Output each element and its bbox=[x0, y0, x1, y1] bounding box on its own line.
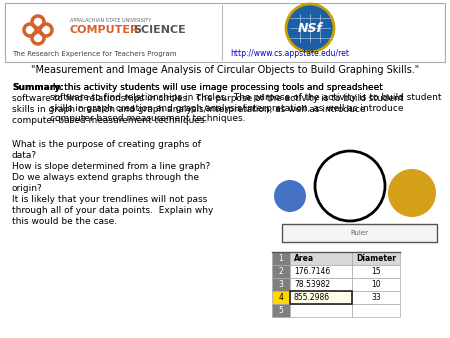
Text: In this activity students will use image processing tools and spreadsheet
softwa: In this activity students will use image… bbox=[50, 83, 441, 123]
Bar bbox=[5, 3, 445, 62]
Text: Ruler: Ruler bbox=[350, 230, 368, 236]
Text: 176.7146: 176.7146 bbox=[294, 267, 330, 276]
Bar bbox=[352, 304, 400, 317]
Circle shape bbox=[274, 180, 306, 212]
Text: Area: Area bbox=[294, 254, 314, 263]
Bar bbox=[290, 304, 352, 317]
Text: skills in graph creation and graph analysis/interpretation, as well as introduce: skills in graph creation and graph analy… bbox=[12, 105, 365, 114]
Text: 855.2986: 855.2986 bbox=[294, 293, 330, 302]
Text: Diameter: Diameter bbox=[356, 254, 396, 263]
Circle shape bbox=[286, 4, 334, 52]
Text: this would be the case.: this would be the case. bbox=[12, 217, 117, 226]
Bar bbox=[352, 252, 400, 265]
Text: NSf: NSf bbox=[297, 22, 323, 34]
Bar bbox=[290, 265, 352, 278]
Text: In this activity students will use image processing tools and spreadsheet: In this activity students will use image… bbox=[50, 83, 383, 92]
Text: 5: 5 bbox=[279, 306, 284, 315]
Text: How is slope determined from a line graph?: How is slope determined from a line grap… bbox=[12, 162, 210, 171]
Text: "Measurement and Image Analysis of Circular Objects to Build Graphing Skills.": "Measurement and Image Analysis of Circu… bbox=[31, 65, 419, 75]
Text: Summary:: Summary: bbox=[12, 83, 64, 92]
Text: through all of your data points.  Explain why: through all of your data points. Explain… bbox=[12, 206, 213, 215]
Text: The Research Experience for Teachers Program: The Research Experience for Teachers Pro… bbox=[12, 51, 176, 57]
Text: COMPUTER: COMPUTER bbox=[70, 25, 140, 35]
Circle shape bbox=[315, 151, 385, 221]
Text: origin?: origin? bbox=[12, 184, 43, 193]
Bar bbox=[272, 304, 290, 317]
Text: data?: data? bbox=[12, 151, 37, 160]
Text: 78.53982: 78.53982 bbox=[294, 280, 330, 289]
Text: 4: 4 bbox=[279, 293, 284, 302]
Text: 3: 3 bbox=[279, 280, 284, 289]
Bar bbox=[290, 252, 352, 265]
Text: 2: 2 bbox=[279, 267, 284, 276]
Bar bbox=[272, 278, 290, 291]
Text: APPALACHIAN STATE UNIVERSITY: APPALACHIAN STATE UNIVERSITY bbox=[70, 18, 151, 23]
Text: computer-based measurement techniques.: computer-based measurement techniques. bbox=[12, 116, 207, 125]
Bar bbox=[352, 265, 400, 278]
Text: software to find relationships in circles.  The purpose of the activity is to bu: software to find relationships in circle… bbox=[12, 94, 404, 103]
Bar bbox=[290, 278, 352, 291]
Bar bbox=[352, 278, 400, 291]
Text: Do we always extend graphs through the: Do we always extend graphs through the bbox=[12, 173, 199, 182]
Bar bbox=[272, 252, 290, 265]
Bar bbox=[272, 291, 290, 304]
Circle shape bbox=[388, 169, 436, 217]
Bar bbox=[290, 291, 352, 304]
Bar bbox=[272, 265, 290, 278]
Bar bbox=[282, 224, 437, 242]
Bar bbox=[352, 291, 400, 304]
Bar bbox=[290, 291, 352, 304]
Text: http://www.cs.appstate.edu/ret: http://www.cs.appstate.edu/ret bbox=[230, 49, 349, 58]
Text: Summary:: Summary: bbox=[12, 83, 64, 92]
Text: What is the purpose of creating graphs of: What is the purpose of creating graphs o… bbox=[12, 140, 201, 149]
Text: It is likely that your trendlines will not pass: It is likely that your trendlines will n… bbox=[12, 195, 207, 204]
Text: 33: 33 bbox=[371, 293, 381, 302]
Text: SCIENCE: SCIENCE bbox=[133, 25, 186, 35]
Text: 10: 10 bbox=[371, 280, 381, 289]
Text: 15: 15 bbox=[371, 267, 381, 276]
Text: 1: 1 bbox=[279, 254, 284, 263]
